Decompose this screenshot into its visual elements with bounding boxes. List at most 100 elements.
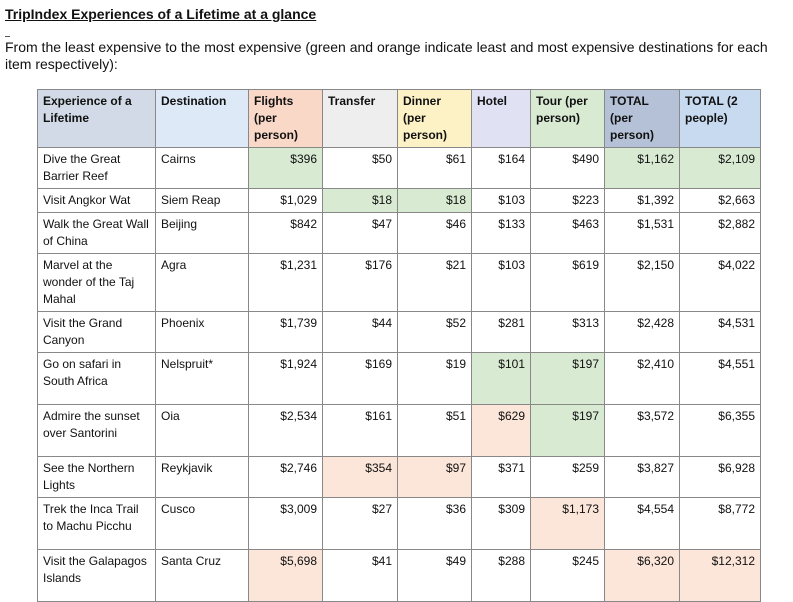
flights-cell: $5,698 [248,549,323,602]
transfer-cell: $27 [322,497,398,550]
destination-cell: Nelspruit* [155,352,249,405]
header-experience: Experience of a Lifetime [37,89,156,148]
flights-cell: $1,029 [248,188,323,213]
hotel-cell: $133 [471,212,531,254]
total-2-cell: $2,663 [679,188,761,213]
destination-cell: Siem Reap [155,188,249,213]
dinner-cell: $49 [397,549,472,602]
experience-cell: Walk the Great Wall of China [37,212,156,254]
transfer-cell: $354 [322,456,398,498]
experience-cell: Visit the Galapagos Islands [37,549,156,602]
table-body: Dive the Great Barrier Reef Cairns $396 $50… [37,147,761,602]
experience-cell: Go on safari in South Africa [37,352,156,405]
dinner-cell: $21 [397,253,472,312]
tour-cell: $463 [530,212,605,254]
total-pp-cell: $3,572 [604,404,680,457]
header-total-2-people: TOTAL (2 people) [679,89,761,148]
experience-cell: See the Northern Lights [37,456,156,498]
total-pp-cell: $2,410 [604,352,680,405]
flights-cell: $1,739 [248,311,323,353]
total-2-cell: $8,772 [679,497,761,550]
table-row: Marvel at the wonder of the Taj Mahal Agr… [37,253,761,312]
hotel-cell: $164 [471,147,531,189]
total-2-cell: $6,355 [679,404,761,457]
flights-cell: $1,231 [248,253,323,312]
total-pp-cell: $2,428 [604,311,680,353]
header-tour: Tour (per person) [530,89,605,148]
tour-cell: $197 [530,404,605,457]
hotel-cell: $101 [471,352,531,405]
flights-cell: $2,534 [248,404,323,457]
transfer-cell: $41 [322,549,398,602]
dinner-cell: $97 [397,456,472,498]
page-subtitle: From the least expensive to the most exp… [5,39,768,72]
experience-cell: Visit Angkor Wat [37,188,156,213]
experience-cell: Dive the Great Barrier Reef [37,147,156,189]
dinner-cell: $51 [397,404,472,457]
table-row: Trek the Inca Trail to Machu Picchu Cusco… [37,497,761,550]
tour-cell: $313 [530,311,605,353]
hotel-cell: $103 [471,188,531,213]
dinner-cell: $52 [397,311,472,353]
tour-cell: $490 [530,147,605,189]
flights-cell: $2,746 [248,456,323,498]
total-2-cell: $2,109 [679,147,761,189]
total-pp-cell: $2,150 [604,253,680,312]
tour-cell: $619 [530,253,605,312]
total-pp-cell: $3,827 [604,456,680,498]
table-row: Visit Angkor Wat Siem Reap $1,029 $18 $18 $10… [37,188,761,213]
table-row: Admire the sunset over Santorini Oia $2,53… [37,404,761,457]
total-pp-cell: $6,320 [604,549,680,602]
tour-cell: $197 [530,352,605,405]
transfer-cell: $169 [322,352,398,405]
experience-cell: Visit the Grand Canyon [37,311,156,353]
hotel-cell: $288 [471,549,531,602]
transfer-cell: $47 [322,212,398,254]
destination-cell: Cairns [155,147,249,189]
divider [5,36,10,37]
destination-cell: Beijing [155,212,249,254]
hotel-cell: $371 [471,456,531,498]
header-transfer: Transfer [322,89,398,148]
transfer-cell: $44 [322,311,398,353]
table-row: Visit the Galapagos Islands Santa Cruz $5,… [37,549,761,602]
destination-cell: Agra [155,253,249,312]
total-2-cell: $4,022 [679,253,761,312]
cost-table: Experience of a Lifetime Destination Fligh… [37,89,761,602]
destination-cell: Reykjavik [155,456,249,498]
header-flights: Flights (per person) [248,89,323,148]
flights-cell: $842 [248,212,323,254]
hotel-cell: $309 [471,497,531,550]
total-pp-cell: $1,162 [604,147,680,189]
total-2-cell: $6,928 [679,456,761,498]
table-row: Go on safari in South Africa Nelspruit* $1… [37,352,761,405]
dinner-cell: $36 [397,497,472,550]
header-hotel: Hotel [471,89,531,148]
hotel-cell: $629 [471,404,531,457]
total-2-cell: $4,531 [679,311,761,353]
page-title: TripIndex Experiences of a Lifetime at a… [5,6,317,22]
destination-cell: Phoenix [155,311,249,353]
total-2-cell: $2,882 [679,212,761,254]
transfer-cell: $176 [322,253,398,312]
experience-cell: Admire the sunset over Santorini [37,404,156,457]
total-2-cell: $4,551 [679,352,761,405]
transfer-cell: $161 [322,404,398,457]
transfer-cell: $18 [322,188,398,213]
table-header-row: Experience of a Lifetime Destination Fligh… [37,89,761,148]
transfer-cell: $50 [322,147,398,189]
table-row: Dive the Great Barrier Reef Cairns $396 $50… [37,147,761,189]
header-total-per-person: TOTAL (per person) [604,89,680,148]
table-row: See the Northern Lights Reykjavik $2,746 $3… [37,456,761,498]
total-pp-cell: $1,531 [604,212,680,254]
destination-cell: Oia [155,404,249,457]
total-2-cell: $12,312 [679,549,761,602]
dinner-cell: $61 [397,147,472,189]
header-dinner: Dinner (per person) [397,89,472,148]
tour-cell: $223 [530,188,605,213]
dinner-cell: $46 [397,212,472,254]
experience-cell: Marvel at the wonder of the Taj Mahal [37,253,156,312]
experience-cell: Trek the Inca Trail to Machu Picchu [37,497,156,550]
table-row: Visit the Grand Canyon Phoenix $1,739 $44 $5… [37,311,761,353]
destination-cell: Santa Cruz [155,549,249,602]
